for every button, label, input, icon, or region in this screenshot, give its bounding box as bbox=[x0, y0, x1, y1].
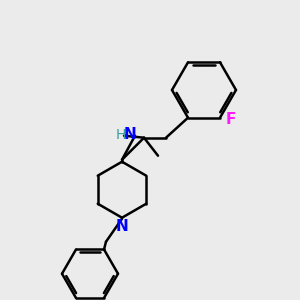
Text: N: N bbox=[116, 219, 128, 234]
Text: H: H bbox=[116, 128, 126, 142]
Text: N: N bbox=[124, 127, 136, 142]
Text: F: F bbox=[226, 112, 236, 127]
